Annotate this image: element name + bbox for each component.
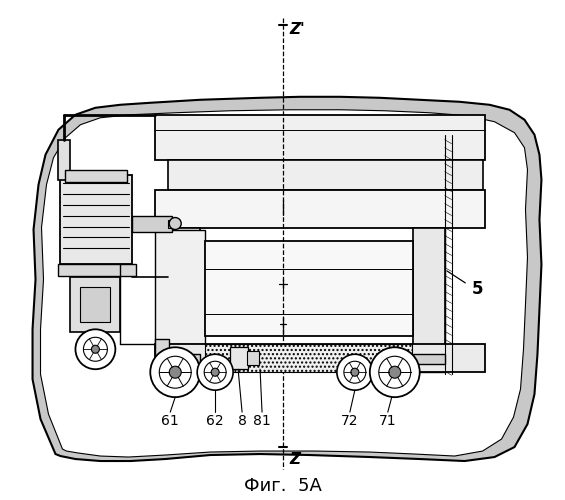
Circle shape: [344, 361, 366, 383]
Circle shape: [351, 368, 359, 376]
Text: 81: 81: [253, 414, 271, 428]
Bar: [155, 344, 485, 372]
Text: 62: 62: [206, 414, 224, 428]
Bar: [80, 288, 110, 322]
Bar: [155, 190, 485, 228]
Circle shape: [204, 361, 226, 383]
Circle shape: [150, 348, 200, 397]
Bar: [168, 220, 176, 228]
Bar: [155, 230, 205, 344]
Bar: [168, 160, 483, 190]
Bar: [71, 278, 120, 332]
Bar: [132, 216, 172, 232]
Bar: [412, 354, 445, 364]
Bar: [412, 228, 445, 372]
Bar: [58, 140, 71, 179]
Bar: [58, 264, 136, 276]
Circle shape: [92, 346, 99, 353]
Text: Фиг.  5А: Фиг. 5А: [244, 477, 322, 495]
Circle shape: [389, 366, 401, 378]
Text: Z: Z: [289, 452, 300, 467]
Polygon shape: [33, 97, 541, 461]
Circle shape: [76, 330, 115, 369]
Circle shape: [211, 368, 219, 376]
Circle shape: [170, 218, 181, 230]
Text: 8: 8: [238, 414, 246, 428]
Circle shape: [170, 366, 181, 378]
Bar: [230, 348, 248, 369]
Bar: [205, 344, 412, 372]
Circle shape: [337, 354, 373, 390]
Circle shape: [197, 354, 233, 390]
Text: 61: 61: [162, 414, 179, 428]
Bar: [168, 228, 200, 372]
Polygon shape: [41, 110, 528, 457]
Text: Z': Z': [289, 22, 305, 37]
Bar: [155, 115, 485, 160]
Circle shape: [84, 338, 107, 361]
Bar: [247, 352, 259, 365]
Bar: [412, 228, 445, 372]
Text: 5: 5: [472, 280, 483, 298]
Text: 71: 71: [379, 414, 397, 428]
Circle shape: [379, 356, 411, 388]
Bar: [168, 354, 200, 364]
Bar: [60, 174, 132, 264]
Bar: [155, 340, 169, 357]
Circle shape: [159, 356, 191, 388]
Bar: [205, 242, 412, 336]
Bar: [66, 170, 127, 181]
Text: 72: 72: [341, 414, 359, 428]
Circle shape: [370, 348, 420, 397]
